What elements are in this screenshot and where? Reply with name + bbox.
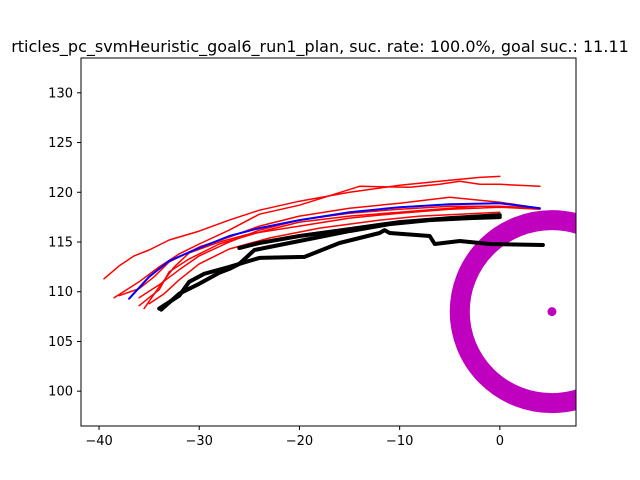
x-tick-label: −40 [85, 434, 112, 449]
x-tick-label: −10 [386, 434, 413, 449]
y-tick-label: 120 [48, 186, 73, 201]
mean-trajectory-line-7 [128, 202, 541, 300]
planned-trajectory-line-5 [148, 211, 501, 305]
planned-trajectory-line-6 [138, 205, 481, 307]
executed-trajectory-line-8 [157, 228, 545, 311]
y-tick-label: 125 [48, 136, 73, 151]
executed-trajectory-line-10 [237, 213, 502, 250]
goal-region-ring [449, 210, 576, 414]
y-tick-label: 105 [48, 335, 73, 350]
chart-title: rticles_pc_svmHeuristic_goal6_run1_plan,… [11, 37, 629, 57]
x-tick-label: −20 [286, 434, 313, 449]
x-tick-label: 0 [496, 434, 504, 449]
planned-trajectory-line-0 [103, 175, 501, 280]
x-tick-label: −30 [186, 434, 213, 449]
y-tick-label: 130 [48, 86, 73, 101]
y-tick-label: 100 [48, 385, 73, 400]
y-tick-label: 115 [48, 236, 73, 251]
y-tick-label: 110 [48, 285, 73, 300]
goal-center-marker [547, 307, 557, 317]
planned-trajectory-line-2 [118, 196, 541, 297]
